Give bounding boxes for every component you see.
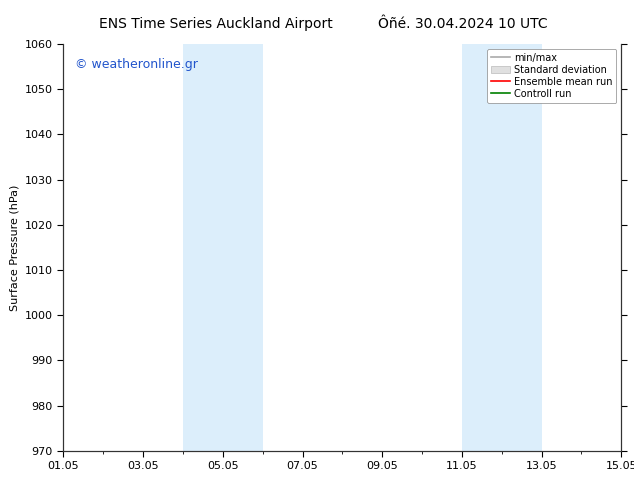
Text: © weatheronline.gr: © weatheronline.gr xyxy=(75,58,197,72)
Bar xyxy=(183,44,262,451)
Text: ENS Time Series Auckland Airport: ENS Time Series Auckland Airport xyxy=(99,17,332,31)
Bar xyxy=(462,44,541,451)
Text: Ôñé. 30.04.2024 10 UTC: Ôñé. 30.04.2024 10 UTC xyxy=(378,17,548,31)
Y-axis label: Surface Pressure (hPa): Surface Pressure (hPa) xyxy=(10,184,19,311)
Legend: min/max, Standard deviation, Ensemble mean run, Controll run: min/max, Standard deviation, Ensemble me… xyxy=(487,49,616,102)
